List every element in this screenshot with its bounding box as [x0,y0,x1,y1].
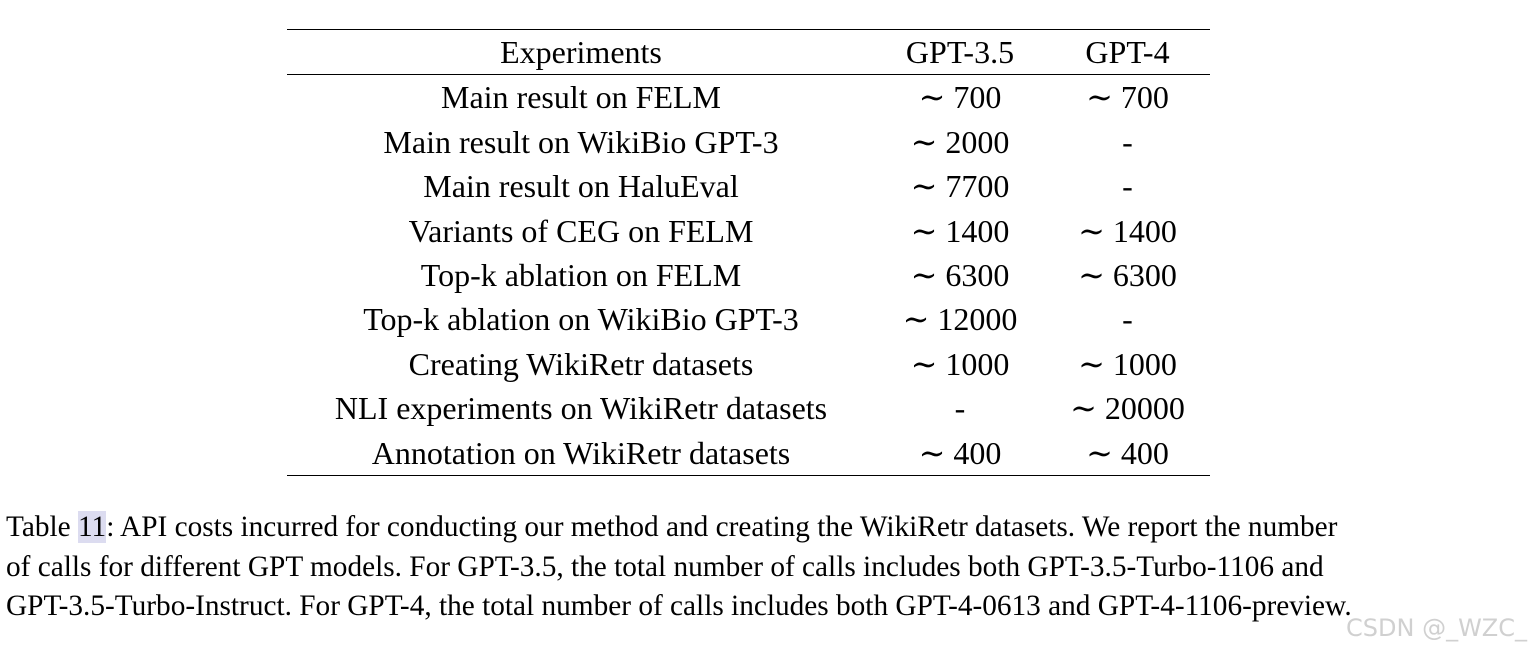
cell-gpt4: ∼ 1400 [1078,212,1177,249]
table-row: Main result on WikiBio GPT-3 ∼ 2000 - [287,120,1210,164]
cell-gpt4: ∼ 400 [1086,434,1169,471]
cell-experiment: Creating WikiRetr datasets [408,345,754,382]
table-row: Variants of CEG on FELM ∼ 1400 ∼ 1400 [287,209,1210,253]
cell-gpt35: ∼ 7700 [910,168,1010,205]
cell-experiment: Variants of CEG on FELM [408,212,754,249]
table-row: Top-k ablation on FELM ∼ 6300 ∼ 6300 [287,253,1210,297]
cell-gpt35: ∼ 400 [918,434,1002,471]
cell-gpt4: - [1122,168,1133,205]
api-cost-table: Experiments GPT-3.5 GPT-4 Main result on… [287,29,1210,476]
cell-gpt4: ∼ 6300 [1078,257,1177,294]
cell-experiment: Top-k ablation on WikiBio GPT-3 [363,301,799,338]
caption-line-3: GPT-3.5-Turbo-Instruct. For GPT-4, the t… [6,590,1352,622]
caption-line-1: Table 11: API costs incurred for conduct… [6,508,1506,548]
cell-gpt35: ∼ 1400 [910,212,1010,249]
caption-prefix: Table [6,511,78,543]
header-row: Experiments GPT-3.5 GPT-4 [287,29,1210,75]
table-header: Experiments GPT-3.5 GPT-4 [287,29,1210,75]
cell-experiment: NLI experiments on WikiRetr datasets [334,390,828,427]
cell-gpt35: ∼ 700 [918,79,1002,116]
cell-gpt35: - [954,390,966,427]
api-cost-table-container: Experiments GPT-3.5 GPT-4 Main result on… [287,29,1210,476]
cell-gpt35: ∼ 12000 [902,301,1018,338]
table-row: Top-k ablation on WikiBio GPT-3 ∼ 12000 … [287,297,1210,341]
header-gpt35: GPT-3.5 [905,34,1015,70]
cell-experiment: Main result on HaluEval [423,168,739,205]
header-gpt4: GPT-4 [1085,34,1170,70]
cell-gpt4: ∼ 20000 [1070,390,1185,427]
table-row: Main result on FELM ∼ 700 ∼ 700 [287,75,1210,120]
cell-gpt4: - [1122,123,1133,160]
table-row: Creating WikiRetr datasets ∼ 1000 ∼ 1000 [287,342,1210,386]
caption-text-1: : API costs incurred for conducting our … [106,511,1338,543]
cell-gpt35: ∼ 1000 [910,345,1010,382]
caption-line-2: of calls for different GPT models. For G… [6,550,1324,583]
cell-gpt4: ∼ 1000 [1078,345,1177,382]
table-row: Main result on HaluEval ∼ 7700 - [287,164,1210,208]
table-body: Main result on FELM ∼ 700 ∼ 700 Main res… [287,75,1210,476]
cell-experiment: Top-k ablation on FELM [420,257,742,294]
cell-experiment: Main result on FELM [441,79,721,116]
caption-table-number: 11 [77,511,107,543]
header-experiments: Experiments [500,34,662,70]
table-row: NLI experiments on WikiRetr datasets - ∼… [287,386,1210,430]
watermark: CSDN @_WZC_ [1346,614,1527,642]
cell-gpt4: ∼ 700 [1086,79,1169,116]
cell-gpt35: ∼ 2000 [910,123,1010,160]
cell-experiment: Main result on WikiBio GPT-3 [383,123,779,160]
table-row: Annotation on WikiRetr datasets ∼ 400 ∼ … [287,431,1210,476]
table-caption: Table 11: API costs incurred for conduct… [6,508,1506,627]
cell-experiment: Annotation on WikiRetr datasets [371,434,791,471]
cell-gpt4: - [1122,301,1133,338]
cell-gpt35: ∼ 6300 [910,257,1010,294]
